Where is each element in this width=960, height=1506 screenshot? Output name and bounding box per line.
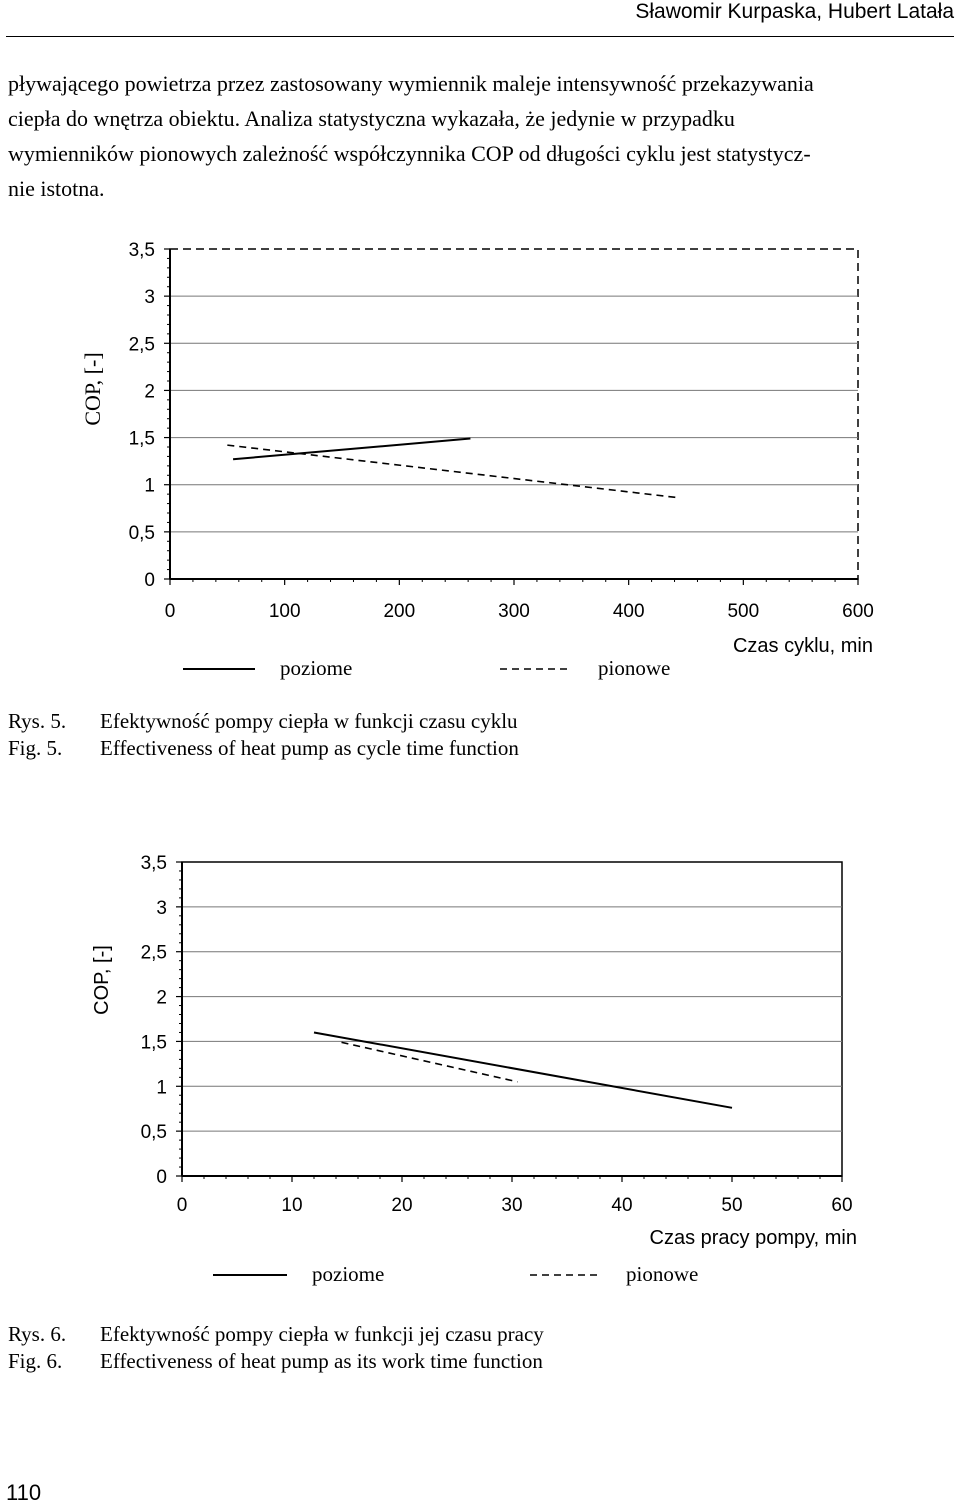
y-tick-label: 3,5 <box>129 240 155 261</box>
x-tick-label: 20 <box>391 1195 412 1216</box>
legend-label: poziome <box>312 1262 384 1286</box>
x-tick-label: 300 <box>498 601 530 622</box>
x-tick-label: 30 <box>501 1195 522 1216</box>
series-line-poziome <box>313 1031 733 1109</box>
x-tick-label: 0 <box>177 1195 188 1216</box>
legend-label: pionowe <box>598 656 670 680</box>
y-tick-label: 0 <box>144 570 155 591</box>
rys-label: Rys. 6. <box>8 1322 67 1346</box>
x-tick-label: 400 <box>613 601 645 622</box>
header-rule <box>6 36 954 37</box>
series-line-poziome <box>232 437 471 461</box>
series-line-pionowe <box>341 1041 518 1083</box>
y-tick-label: 3 <box>156 898 167 919</box>
x-axis-label: Czas cyklu, min <box>733 635 873 657</box>
y-tick-label: 2,5 <box>141 943 167 964</box>
y-tick-label: 1,5 <box>129 429 155 450</box>
y-tick-label: 0,5 <box>141 1122 167 1143</box>
plot-frame <box>169 248 859 580</box>
x-axis-label: Czas pracy pompy, min <box>650 1227 857 1249</box>
y-tick-label: 1,5 <box>141 1032 167 1053</box>
plot-frame <box>181 861 843 1177</box>
y-axis-label: COP, [-] <box>91 945 113 1015</box>
y-tick-label: 0 <box>156 1167 167 1188</box>
y-tick-label: 1 <box>156 1077 167 1098</box>
legend-label: poziome <box>280 656 352 680</box>
y-tick-label: 2 <box>144 381 155 402</box>
x-tick-label: 600 <box>842 601 874 622</box>
running-header: Sławomir Kurpaska, Hubert Latała <box>635 0 954 23</box>
figure-6-chart: 0 0,5 1 1,5 2 2,5 3 3,5 0 10 20 30 40 50 60 COP, [-] Cza… <box>91 853 857 1286</box>
page-number: 110 <box>6 1480 42 1505</box>
rys-label: Rys. 5. <box>8 709 67 733</box>
fig-text: Effectiveness of heat pump as cycle time… <box>100 736 519 760</box>
figure-5-caption: Rys. 5. Efektywność pompy ciepła w funkc… <box>8 708 519 762</box>
figure-5-chart: 0 0,5 1 1,5 2 2,5 3 3,5 0 100 200 300 400 500 600 COP, … <box>80 240 874 680</box>
paragraph-line: pływającego powietrza przez zastosowany … <box>8 71 814 96</box>
x-tick-label: 0 <box>165 601 176 622</box>
y-tick-label: 2 <box>156 988 167 1009</box>
paragraph-line: nie istotna. <box>8 176 105 201</box>
fig-label: Fig. 6. <box>8 1349 63 1373</box>
x-tick-label: 500 <box>727 601 759 622</box>
y-axis-label: COP, [-] <box>80 352 105 425</box>
rys-text: Efektywność pompy ciepła w funkcji jej c… <box>100 1322 544 1346</box>
y-tick-label: 3,5 <box>141 853 167 874</box>
body-paragraph: pływającego powietrza przez zastosowany … <box>8 66 954 206</box>
x-tick-label: 100 <box>269 601 301 622</box>
x-tick-label: 60 <box>831 1195 852 1216</box>
series-line-pionowe <box>227 444 681 499</box>
y-tick-label: 3 <box>144 287 155 308</box>
fig-text: Effectiveness of heat pump as its work t… <box>100 1349 543 1373</box>
legend-label: pionowe <box>626 1262 698 1286</box>
x-tick-label: 200 <box>383 601 415 622</box>
y-tick-label: 2,5 <box>129 334 155 355</box>
paragraph-line: ciepła do wnętrza obiektu. Analiza staty… <box>8 106 735 131</box>
paragraph-line: wymienników pionowych zależność współczy… <box>8 141 811 166</box>
x-tick-label: 10 <box>281 1195 302 1216</box>
x-tick-label: 50 <box>721 1195 742 1216</box>
x-tick-label: 40 <box>611 1195 632 1216</box>
fig-label: Fig. 5. <box>8 736 63 760</box>
y-tick-label: 1 <box>144 476 155 497</box>
rys-text: Efektywność pompy ciepła w funkcji czasu… <box>100 709 518 733</box>
figure-6-caption: Rys. 6. Efektywność pompy ciepła w funkc… <box>8 1321 544 1375</box>
y-tick-label: 0,5 <box>129 523 155 544</box>
